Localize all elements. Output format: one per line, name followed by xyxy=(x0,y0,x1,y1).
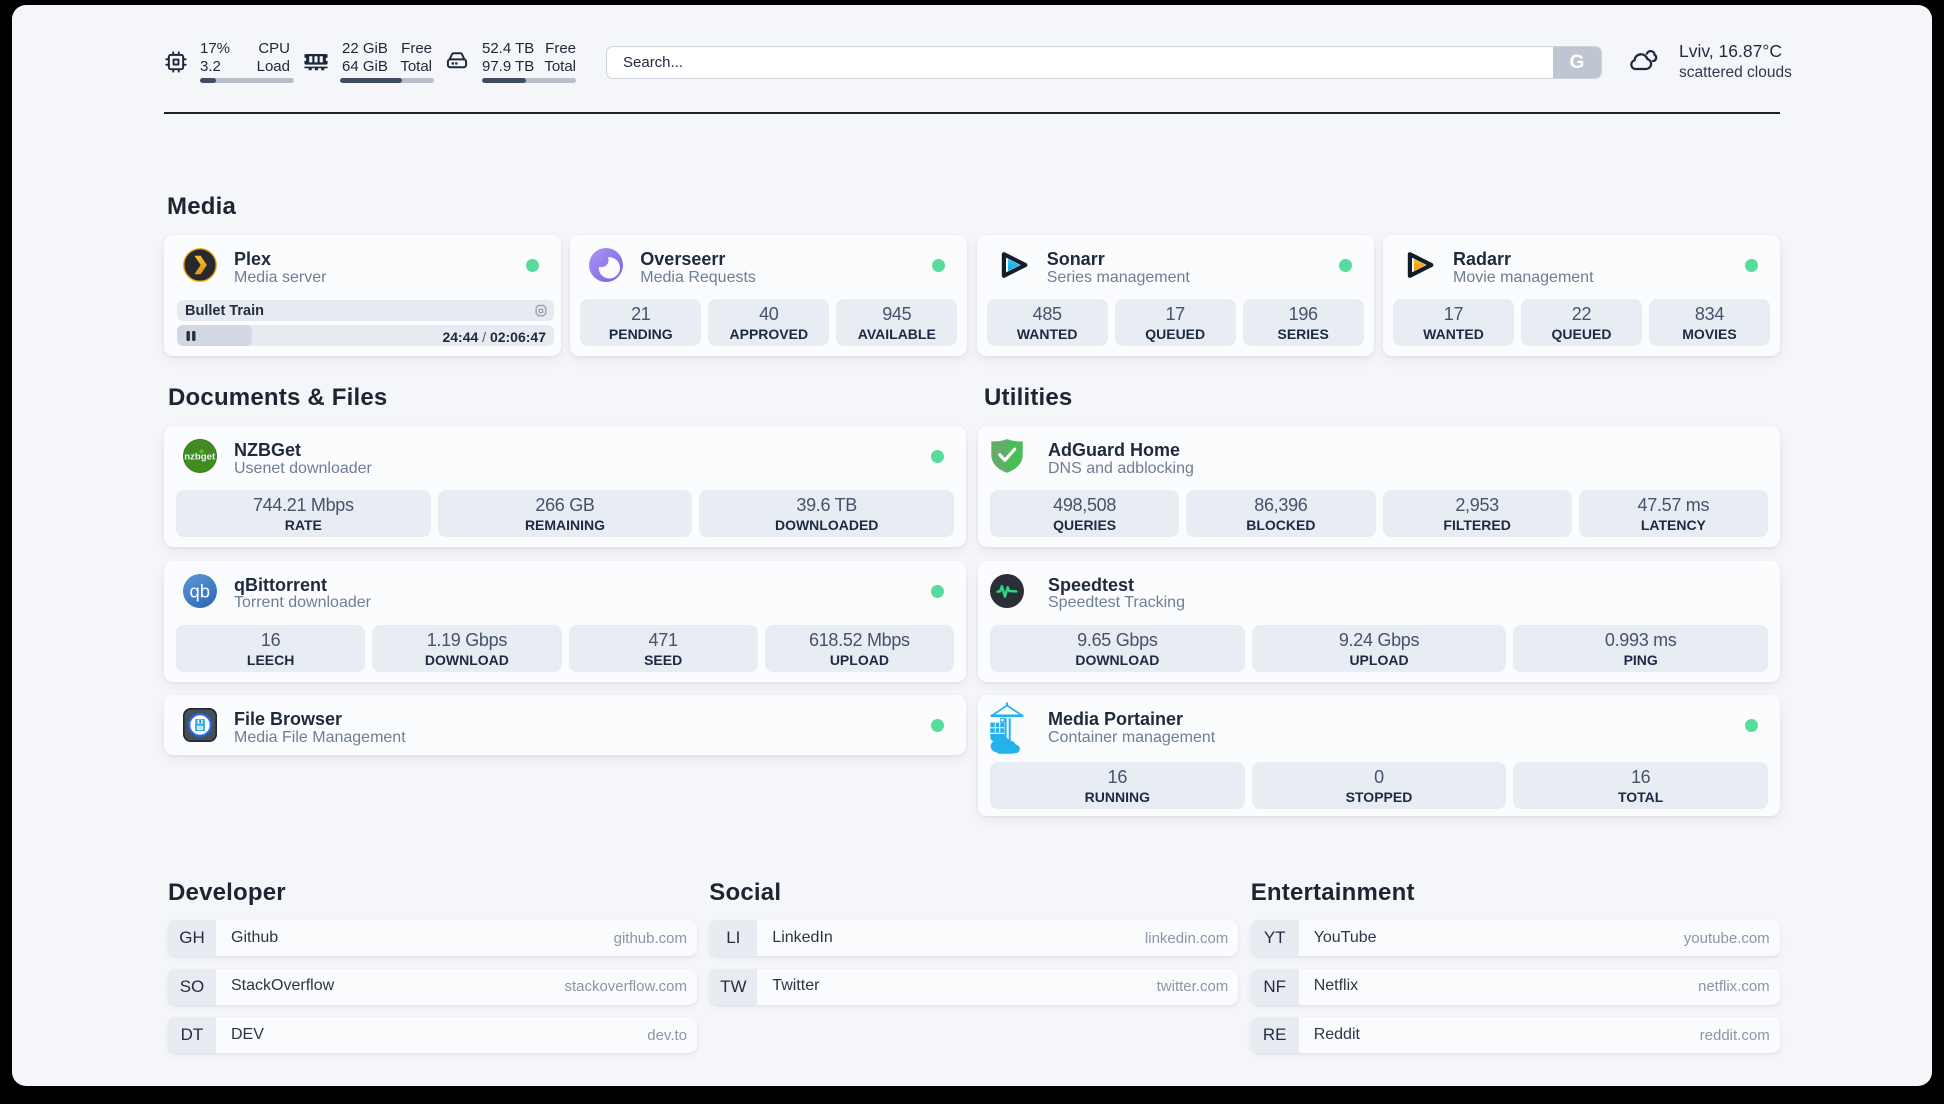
svg-text:nzbget: nzbget xyxy=(184,452,216,463)
svg-text:qb: qb xyxy=(190,580,211,601)
